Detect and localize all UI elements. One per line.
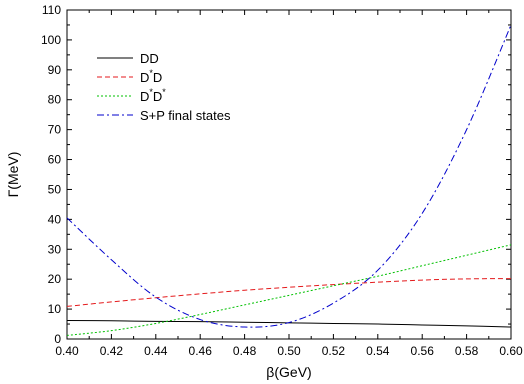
x-tick-label: 0.58 bbox=[455, 344, 479, 358]
series-layer bbox=[66, 24, 512, 336]
axis-ticks: 0.40 0.42 0.44 0.46 0.48 0.50 0.52 0.54 0.56 0.58… bbox=[41, 3, 523, 358]
y-tick-label: 60 bbox=[48, 153, 62, 167]
x-tick-label: 0.40 bbox=[55, 344, 79, 358]
x-tick-label: 0.42 bbox=[100, 344, 124, 358]
x-tick-label: 0.52 bbox=[322, 344, 346, 358]
legend-label-3: S+P final states bbox=[140, 108, 231, 123]
y-tick-label: 0 bbox=[54, 332, 61, 346]
y-tick-label: 80 bbox=[48, 93, 62, 107]
x-tick-label: 0.60 bbox=[499, 344, 523, 358]
y-tick-label: 90 bbox=[48, 63, 62, 77]
x-tick-label: 0.46 bbox=[189, 344, 213, 358]
x-axis-label: β(GeV) bbox=[266, 364, 311, 380]
y-tick-label: 110 bbox=[42, 3, 61, 17]
x-tick-label: 0.44 bbox=[144, 344, 168, 358]
legend-label-0: DD bbox=[140, 51, 159, 66]
legend: DD D*D D*D* S+P final states bbox=[97, 51, 231, 123]
y-tick-label: 30 bbox=[48, 242, 62, 256]
x-tick-label: 0.56 bbox=[411, 344, 435, 358]
y-tick-label: 100 bbox=[41, 33, 61, 47]
y-tick-label: 40 bbox=[48, 212, 62, 226]
x-tick-label: 0.48 bbox=[233, 344, 257, 358]
series-line-2 bbox=[66, 244, 512, 336]
y-axis-label: Γ(MeV) bbox=[5, 152, 21, 198]
x-tick-label: 0.50 bbox=[277, 344, 301, 358]
legend-label-1: D*D bbox=[140, 68, 162, 85]
y-tick-label: 10 bbox=[48, 302, 62, 316]
y-tick-label: 50 bbox=[48, 182, 62, 196]
series-line-0 bbox=[66, 319, 512, 328]
legend-label-2: D*D* bbox=[140, 87, 166, 104]
x-tick-label: 0.54 bbox=[366, 344, 390, 358]
series-line-1 bbox=[66, 278, 512, 307]
y-tick-label: 70 bbox=[48, 123, 62, 137]
series-line-3 bbox=[66, 24, 512, 328]
y-tick-label: 20 bbox=[48, 272, 62, 286]
